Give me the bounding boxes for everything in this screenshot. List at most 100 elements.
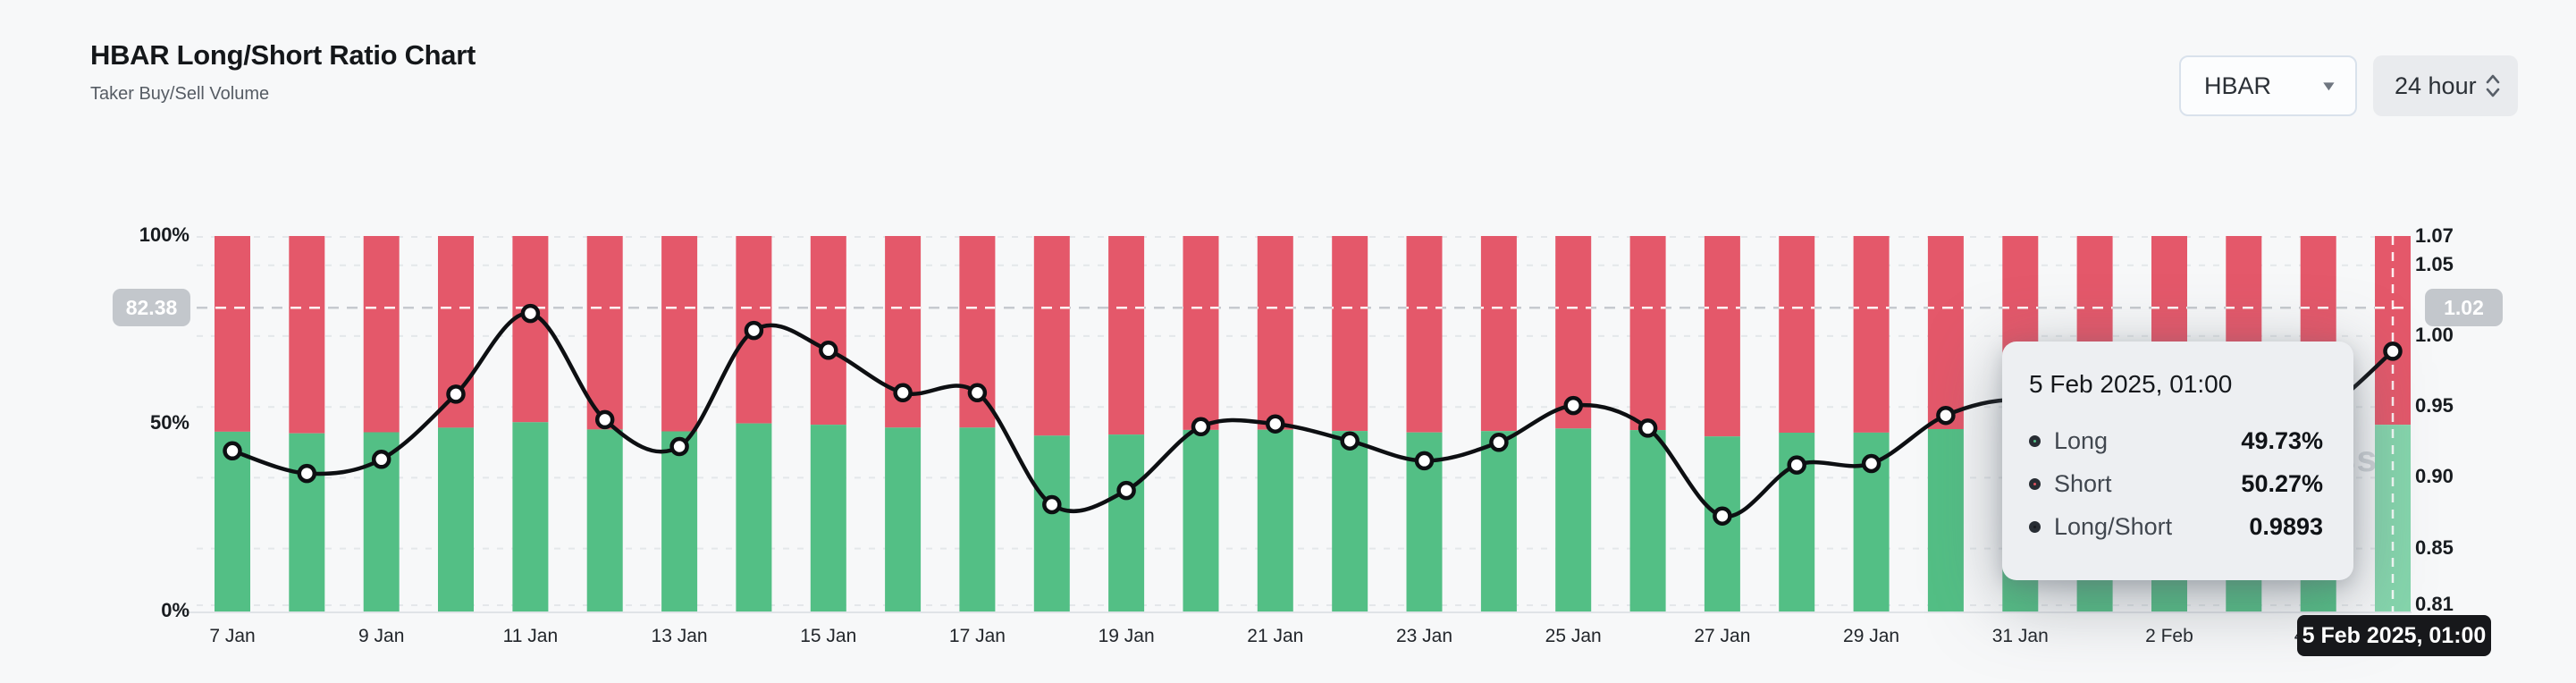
bar-short-segment[interactable] xyxy=(1853,236,1890,433)
ratio-point[interactable] xyxy=(1563,395,1583,416)
x-axis-tick: 29 Jan xyxy=(1843,626,1900,646)
bar-short-segment[interactable] xyxy=(1406,236,1443,433)
ratio-point[interactable] xyxy=(520,303,541,324)
chart-header: HBAR Long/Short Ratio Chart Taker Buy/Se… xyxy=(90,39,476,105)
bar-short-segment[interactable] xyxy=(1108,236,1145,435)
ratio-point[interactable] xyxy=(1861,453,1881,474)
ratio-point[interactable] xyxy=(893,383,913,403)
bar-long-segment[interactable] xyxy=(661,431,698,612)
bar-short-segment[interactable] xyxy=(1033,236,1070,436)
tooltip-ratio-label: Long/Short xyxy=(2054,513,2173,540)
short-series-dot-icon xyxy=(2029,478,2041,490)
bar-long-segment[interactable] xyxy=(885,427,922,611)
ratio-point[interactable] xyxy=(744,320,764,341)
right-axis-marker-badge: 1.02 xyxy=(2425,289,2503,327)
x-axis-tick: 7 Jan xyxy=(209,626,256,646)
bar-long-segment[interactable] xyxy=(1108,434,1145,611)
tooltip-short-value: 50.27% xyxy=(2241,470,2323,497)
ratio-point[interactable] xyxy=(1787,455,1806,475)
bar-short-segment[interactable] xyxy=(215,236,250,432)
x-axis-tick: 25 Jan xyxy=(1545,626,1602,646)
bar-long-segment[interactable] xyxy=(1480,431,1517,611)
interval-select-value: 24 hour xyxy=(2395,72,2477,99)
bar-long-segment[interactable] xyxy=(1332,431,1368,611)
left-axis-tick: 100% xyxy=(139,223,189,246)
bar-long-segment[interactable] xyxy=(215,431,250,611)
ratio-point[interactable] xyxy=(1116,480,1136,501)
tooltip-long-label: Long xyxy=(2054,427,2109,454)
caret-down-icon: ▼ xyxy=(2319,78,2338,94)
ratio-point[interactable] xyxy=(1414,451,1435,471)
bar-long-segment[interactable] xyxy=(1555,428,1592,611)
bar-short-segment[interactable] xyxy=(1480,236,1517,432)
bar-long-segment[interactable] xyxy=(289,433,325,611)
tooltip-short-label: Short xyxy=(2054,470,2112,497)
bar-short-segment[interactable] xyxy=(512,236,549,423)
bar-short-segment[interactable] xyxy=(363,236,400,433)
ratio-point[interactable] xyxy=(967,383,988,403)
bar-long-segment[interactable] xyxy=(512,422,549,611)
bar-short-segment[interactable] xyxy=(1704,236,1740,437)
ratio-point[interactable] xyxy=(2383,342,2403,361)
bar-long-segment[interactable] xyxy=(736,423,772,611)
ratio-point[interactable] xyxy=(1637,418,1658,438)
crosshair-date-label: 5 Feb 2025, 01:00 xyxy=(2297,615,2491,656)
bar-short-segment[interactable] xyxy=(1779,236,1815,433)
bar-short-segment[interactable] xyxy=(289,236,325,434)
right-axis-tick: 0.95 xyxy=(2415,394,2454,417)
ratio-point[interactable] xyxy=(1713,506,1732,526)
ratio-point[interactable] xyxy=(1340,431,1360,451)
symbol-select-value: HBAR xyxy=(2204,72,2272,99)
x-axis-tick: 15 Jan xyxy=(800,626,857,646)
bar-short-segment[interactable] xyxy=(810,236,846,426)
ratio-point[interactable] xyxy=(446,384,466,404)
tooltip-title: 5 Feb 2025, 01:00 xyxy=(2029,370,2233,398)
left-axis-tick: 50% xyxy=(149,411,189,434)
bar-short-segment[interactable] xyxy=(1257,236,1293,430)
ratio-point[interactable] xyxy=(819,341,838,360)
ratio-point[interactable] xyxy=(297,463,317,484)
bar-short-segment[interactable] xyxy=(1332,236,1368,432)
ratio-point[interactable] xyxy=(371,450,391,469)
bar-long-segment[interactable] xyxy=(1629,430,1666,611)
ratio-point[interactable] xyxy=(1936,405,1956,426)
bar-long-segment[interactable] xyxy=(1257,429,1293,611)
bar-long-segment[interactable] xyxy=(586,429,623,611)
bar-long-segment[interactable] xyxy=(438,427,474,611)
bar-long-segment[interactable] xyxy=(959,427,996,611)
bar-long-segment[interactable] xyxy=(1927,429,1964,611)
right-axis-tick: 0.85 xyxy=(2415,535,2454,559)
x-axis-tick: 27 Jan xyxy=(1694,626,1751,646)
bar-short-segment[interactable] xyxy=(661,236,698,432)
bar-long-segment[interactable] xyxy=(1033,435,1070,611)
x-axis-tick: 2 Feb xyxy=(2145,626,2193,646)
ratio-point[interactable] xyxy=(1266,414,1285,434)
interval-select[interactable]: 24 hour xyxy=(2373,55,2518,116)
bar-short-segment[interactable] xyxy=(1183,236,1219,430)
page-subtitle: Taker Buy/Sell Volume xyxy=(90,84,270,104)
ratio-point[interactable] xyxy=(1042,494,1062,515)
ratio-point[interactable] xyxy=(1191,417,1211,437)
bar-short-segment[interactable] xyxy=(1629,236,1666,431)
ratio-point[interactable] xyxy=(669,436,689,457)
x-axis-tick: 21 Jan xyxy=(1247,626,1304,646)
bar-long-segment[interactable] xyxy=(810,425,846,611)
bar-short-segment[interactable] xyxy=(1927,236,1964,429)
bar-short-segment[interactable] xyxy=(586,236,623,430)
x-axis-tick: 13 Jan xyxy=(651,626,708,646)
right-axis-tick: 1.07 xyxy=(2415,224,2454,247)
bar-short-segment[interactable] xyxy=(2375,236,2411,426)
chart-tooltip: 5 Feb 2025, 01:00 Long 49.73% Short 50.2… xyxy=(2002,342,2353,580)
ratio-point[interactable] xyxy=(1489,433,1509,452)
bar-long-segment[interactable] xyxy=(1183,429,1219,611)
x-axis-tick: 11 Jan xyxy=(502,626,559,646)
tooltip-ratio-value: 0.9893 xyxy=(2249,513,2323,540)
ratio-point[interactable] xyxy=(594,409,615,430)
right-axis-tick: 1.00 xyxy=(2415,323,2454,346)
ratio-point[interactable] xyxy=(223,441,242,461)
symbol-select[interactable]: HBAR ▼ xyxy=(2179,55,2357,116)
x-axis-tick: 23 Jan xyxy=(1395,626,1453,646)
ratio-series-dot-icon xyxy=(2029,521,2041,533)
